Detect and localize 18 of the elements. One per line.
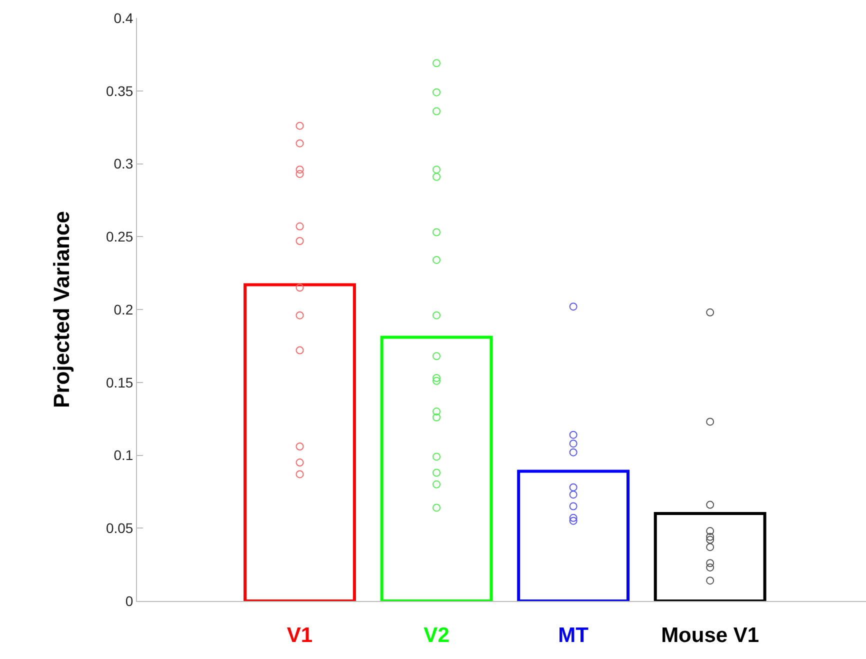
y-tick-label: 0.1	[114, 447, 134, 464]
bar	[380, 336, 493, 601]
y-tick-label: 0.05	[106, 520, 134, 536]
x-tick-label: V2	[424, 624, 450, 648]
x-tick-label: MT	[558, 624, 589, 648]
bar	[654, 512, 766, 601]
x-tick-label: V1	[286, 624, 313, 648]
y-tick-label: 0	[125, 592, 134, 609]
y-tick-label: 0.3	[114, 156, 134, 172]
y-tick-label: 0.15	[106, 374, 134, 390]
bar	[517, 470, 630, 601]
y-tick-label: 0.4	[114, 10, 134, 26]
y-axis-title: Projected Variance	[48, 211, 74, 408]
y-tick-label: 0.35	[106, 82, 134, 99]
y-tick-label: 0.2	[114, 301, 134, 318]
bar	[244, 283, 356, 601]
y-tick-label: 0.25	[106, 228, 134, 245]
x-tick-label: Mouse V1	[661, 624, 760, 648]
